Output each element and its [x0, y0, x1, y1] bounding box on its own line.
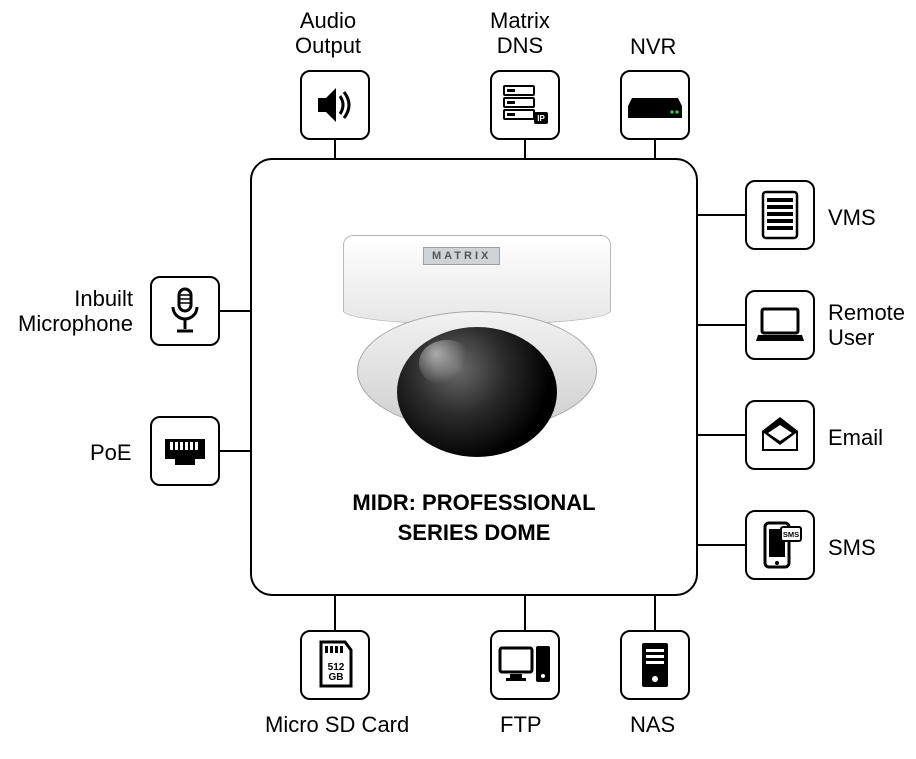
conn-nas [654, 596, 656, 630]
node-nvr [620, 70, 690, 140]
desktop-icon [498, 642, 552, 688]
rj45-icon [161, 431, 209, 471]
label-remote-user: Remote User [828, 300, 905, 351]
center-title-line2: SERIES DOME [250, 520, 698, 546]
label-inbuilt-mic: Inbuilt Microphone [18, 286, 133, 337]
conn-nvr [654, 140, 656, 158]
label-microsd: Micro SD Card [265, 712, 409, 737]
label-nvr: NVR [630, 34, 676, 59]
node-remote-user [745, 290, 815, 360]
speaker-icon [312, 82, 358, 128]
label-email: Email [828, 425, 883, 450]
diagram-stage: MATRIX MIDR: PROFESSIONAL SERIES DOME Au… [0, 0, 916, 759]
node-microsd: 512 GB [300, 630, 370, 700]
conn-ftp [524, 596, 526, 630]
node-poe [150, 416, 220, 486]
svg-text:GB: GB [329, 672, 344, 683]
label-matrix-dns: Matrix DNS [490, 8, 550, 59]
conn-sms [698, 544, 745, 546]
label-audio-output: Audio Output [295, 8, 361, 59]
conn-poe [220, 450, 250, 452]
nvr-icon [628, 88, 682, 122]
node-inbuilt-mic [150, 276, 220, 346]
node-sms: SMS [745, 510, 815, 580]
conn-matrix-dns [524, 140, 526, 158]
conn-remote-user [698, 324, 745, 326]
node-matrix-dns: IP [490, 70, 560, 140]
conn-email [698, 434, 745, 436]
mic-icon [167, 285, 203, 337]
server-icon [759, 190, 801, 240]
center-title-line1: MIDR: PROFESSIONAL [250, 490, 698, 516]
label-sms: SMS [828, 535, 876, 560]
sms-icon: SMS [757, 519, 803, 571]
label-poe: PoE [90, 440, 132, 465]
node-email [745, 400, 815, 470]
mail-icon [758, 415, 802, 455]
label-vms: VMS [828, 205, 876, 230]
laptop-icon [754, 305, 806, 345]
camera-brand: MATRIX [423, 247, 500, 265]
node-vms [745, 180, 815, 250]
node-audio-output [300, 70, 370, 140]
sd-icon: 512 GB [315, 640, 355, 690]
conn-vms [698, 214, 745, 216]
conn-mic [220, 310, 250, 312]
conn-microsd [334, 596, 336, 630]
dns-icon: IP [500, 82, 550, 128]
tower-icon [638, 639, 672, 691]
label-nas: NAS [630, 712, 675, 737]
svg-text:IP: IP [537, 114, 545, 123]
label-ftp: FTP [500, 712, 542, 737]
svg-text:SMS: SMS [783, 530, 799, 539]
node-ftp [490, 630, 560, 700]
camera-illustration: MATRIX [333, 235, 621, 465]
node-nas [620, 630, 690, 700]
conn-audio-output [334, 140, 336, 158]
